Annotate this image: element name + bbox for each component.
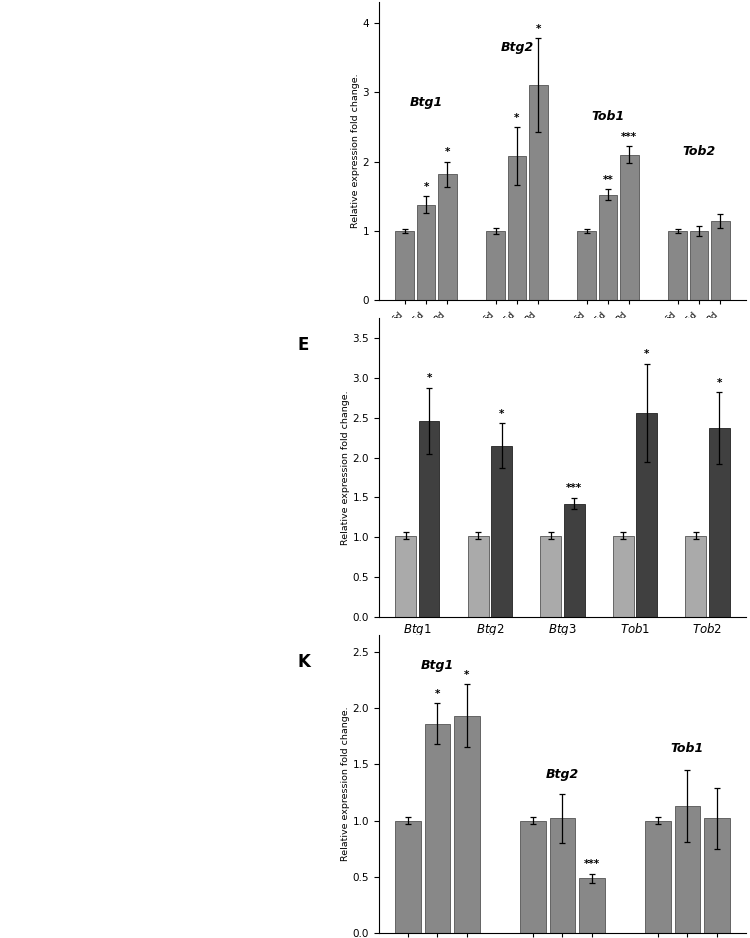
Y-axis label: Relative expression fold change.: Relative expression fold change. bbox=[340, 390, 350, 545]
Text: ***: *** bbox=[566, 483, 582, 493]
Bar bbox=[395, 821, 421, 933]
Text: Btg1: Btg1 bbox=[410, 97, 442, 110]
Text: *: * bbox=[499, 409, 504, 418]
Bar bbox=[668, 231, 687, 300]
Text: E: E bbox=[298, 336, 309, 355]
Bar bbox=[491, 446, 512, 617]
Bar bbox=[541, 536, 561, 617]
Bar bbox=[689, 231, 708, 300]
Text: K: K bbox=[298, 653, 310, 671]
Bar bbox=[579, 878, 604, 933]
Text: Tob1: Tob1 bbox=[670, 742, 704, 755]
Text: Btg2: Btg2 bbox=[546, 768, 579, 781]
Text: Tob2: Tob2 bbox=[682, 145, 716, 159]
Text: Btg2: Btg2 bbox=[500, 41, 533, 54]
Text: *: * bbox=[445, 147, 450, 158]
Bar bbox=[645, 821, 671, 933]
Bar bbox=[438, 174, 457, 300]
Bar bbox=[563, 504, 584, 617]
Text: Tob1: Tob1 bbox=[591, 111, 625, 124]
Text: *: * bbox=[464, 670, 470, 680]
Bar bbox=[636, 413, 657, 617]
Text: *: * bbox=[716, 378, 722, 387]
Bar bbox=[468, 536, 489, 617]
Bar bbox=[709, 428, 730, 617]
Y-axis label: Relative expression fold change.: Relative expression fold change. bbox=[340, 706, 350, 861]
Bar bbox=[424, 724, 450, 933]
Bar bbox=[598, 195, 617, 300]
Bar bbox=[395, 536, 416, 617]
Text: ***: *** bbox=[621, 132, 638, 143]
Text: *: * bbox=[426, 372, 432, 383]
Bar bbox=[620, 155, 638, 300]
Text: *: * bbox=[536, 23, 541, 34]
Y-axis label: Relative expression fold change.: Relative expression fold change. bbox=[350, 74, 359, 229]
Bar bbox=[704, 818, 730, 933]
Bar bbox=[454, 716, 479, 933]
Bar bbox=[529, 85, 548, 300]
Text: *: * bbox=[435, 689, 440, 699]
Bar bbox=[711, 220, 730, 300]
Text: *: * bbox=[423, 182, 429, 192]
Bar bbox=[486, 231, 505, 300]
Bar bbox=[508, 156, 526, 300]
Bar bbox=[417, 204, 436, 300]
Text: Btg1: Btg1 bbox=[421, 659, 454, 672]
Bar bbox=[686, 536, 706, 617]
Text: *: * bbox=[514, 113, 520, 123]
Bar bbox=[520, 821, 546, 933]
Bar bbox=[395, 231, 414, 300]
Bar bbox=[550, 818, 575, 933]
Bar bbox=[674, 806, 700, 933]
Bar bbox=[419, 421, 440, 617]
Text: ***: *** bbox=[584, 859, 600, 870]
Text: **: ** bbox=[602, 175, 613, 185]
Bar bbox=[578, 231, 596, 300]
Bar bbox=[613, 536, 634, 617]
Text: *: * bbox=[644, 349, 650, 359]
